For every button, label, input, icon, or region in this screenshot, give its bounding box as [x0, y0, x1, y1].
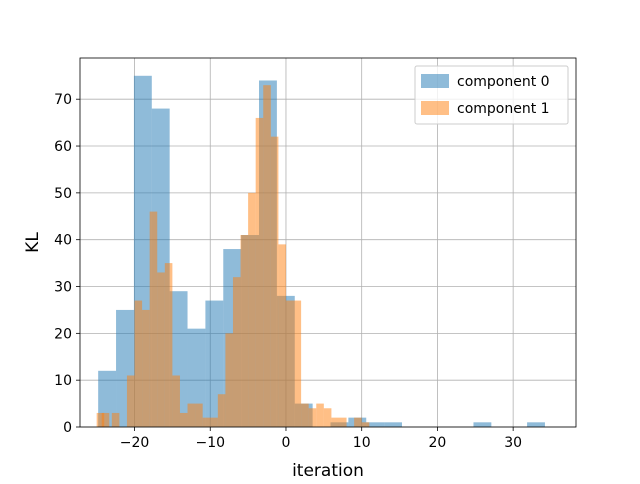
bar-series-1: [308, 408, 317, 427]
bar-series-0: [473, 422, 492, 427]
bar-series-1: [195, 403, 203, 427]
bar-series-1: [285, 300, 294, 427]
plot-frame: [79, 57, 577, 428]
bar-series-1: [323, 408, 332, 427]
bar-series-1: [179, 412, 188, 427]
bar-series-1: [187, 403, 196, 427]
bar-series-1: [157, 272, 165, 427]
x-tick-label: 20: [429, 435, 447, 451]
bar-series-1: [338, 417, 347, 427]
legend: component 0 component 1: [414, 65, 569, 125]
legend-swatch-0: [421, 74, 449, 88]
bar-series-1: [248, 192, 256, 427]
legend-swatch-1: [421, 101, 449, 115]
x-tick-label: 30: [504, 435, 522, 451]
bar-series-1: [263, 85, 271, 427]
x-tick-label: −10: [195, 435, 225, 451]
bar-series-1: [361, 422, 370, 427]
bar-series-1: [225, 333, 233, 427]
y-axis-label: KL: [23, 232, 43, 253]
bars: [96, 75, 545, 427]
y-tick-label: 70: [54, 92, 72, 108]
y-tick-label: 60: [54, 139, 72, 155]
bar-series-0: [187, 328, 206, 427]
legend-box: [414, 65, 569, 125]
x-tick-label: 10: [353, 435, 371, 451]
bar-series-1: [210, 417, 218, 427]
x-tick-label: 0: [282, 435, 291, 451]
axes-frame: [79, 57, 577, 428]
bar-series-1: [202, 417, 211, 427]
bar-series-1: [270, 136, 279, 427]
y-tick-label: 40: [54, 233, 72, 249]
bar-series-1: [101, 412, 110, 427]
bar-series-1: [142, 309, 150, 427]
bar-series-1: [111, 412, 120, 427]
legend-label-1: component 1: [457, 101, 550, 117]
bar-series-1: [126, 375, 135, 427]
bar-series-1: [172, 375, 180, 427]
bar-series-1: [255, 117, 264, 427]
x-axis-label: iteration: [292, 461, 364, 480]
bar-series-0: [384, 422, 402, 427]
bar-series-1: [278, 244, 286, 427]
bar-series-1: [316, 403, 324, 427]
x-tick-label: −20: [120, 435, 150, 451]
ticks: −20 −10 0 10 20 30 0 10 20 30 40 50 60 70: [54, 92, 522, 451]
bar-series-1: [149, 211, 158, 427]
legend-label-0: component 0: [457, 74, 550, 90]
bar-series-1: [301, 403, 309, 427]
y-tick-label: 0: [63, 420, 72, 436]
bar-series-1: [164, 263, 173, 427]
bar-series-1: [232, 277, 241, 427]
y-tick-label: 30: [54, 280, 72, 296]
bar-series-1: [134, 300, 143, 427]
bar-series-1: [331, 417, 339, 427]
y-tick-label: 20: [54, 326, 72, 342]
bar-series-1: [96, 412, 105, 427]
y-tick-label: 50: [54, 186, 72, 202]
bar-series-1: [240, 235, 249, 427]
y-tick-label: 10: [54, 373, 72, 389]
bar-series-0: [366, 422, 385, 427]
bar-series-1: [293, 300, 302, 427]
bar-series-1: [217, 394, 226, 427]
bar-series-1: [354, 417, 362, 427]
bar-series-0: [527, 422, 545, 427]
